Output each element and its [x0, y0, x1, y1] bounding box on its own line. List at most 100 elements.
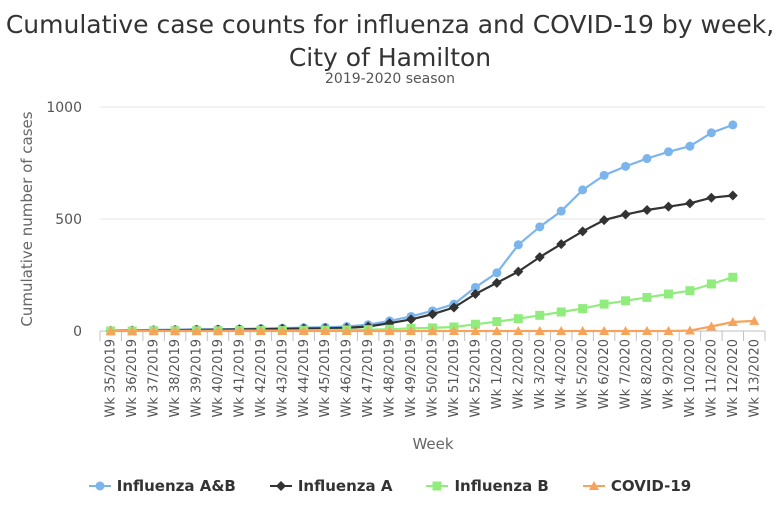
x-tick-label: Wk 38/2019 — [168, 339, 183, 418]
y-tick-label: 0 — [73, 324, 82, 340]
chart-plot: 0 500 1000 Wk 35/2019 Wk 36/2019 Wk 37/2019 Wk… — [18, 100, 766, 453]
data-point — [599, 215, 610, 226]
data-point — [599, 326, 610, 335]
data-point — [491, 326, 502, 335]
data-point — [320, 326, 331, 335]
x-tick-label: Wk 42/2019 — [254, 339, 269, 418]
data-point — [621, 296, 631, 306]
x-tick-label: Wk 4/2020 — [554, 339, 569, 409]
x-tick-label: Wk 48/2019 — [383, 339, 398, 418]
data-point — [127, 326, 138, 335]
data-point — [684, 198, 695, 209]
x-tick-label: Wk 49/2019 — [404, 339, 419, 418]
legend-label: COVID-19 — [610, 477, 692, 495]
data-point — [556, 239, 567, 250]
data-point — [298, 326, 309, 335]
x-tick-label: Wk 43/2019 — [275, 339, 290, 418]
x-tick-label: Wk 35/2019 — [104, 339, 119, 418]
chart-subtitle: 2019-2020 season — [325, 71, 455, 87]
data-point — [621, 161, 631, 171]
legend-item[interactable]: COVID-19 — [582, 477, 692, 495]
x-tick-label: Wk 8/2020 — [640, 339, 655, 409]
series-line — [110, 123, 734, 332]
x-tick-label: Wk 10/2020 — [683, 339, 698, 418]
legend: Influenza A&B Influenza A Influenza B COVID… — [0, 474, 780, 498]
chart-title: Cumulative case counts for influenza and… — [5, 10, 775, 72]
data-point — [556, 206, 566, 216]
x-tick-label: Wk 50/2019 — [426, 339, 441, 418]
data-point — [706, 321, 717, 331]
x-tick-label: Wk 45/2019 — [318, 339, 333, 418]
data-point — [427, 326, 438, 335]
data-point — [642, 292, 652, 302]
legend-item[interactable]: Influenza A — [269, 477, 393, 495]
x-tick-label: Wk 47/2019 — [361, 339, 376, 418]
data-point — [706, 279, 716, 289]
data-point — [255, 326, 266, 335]
legend-item[interactable]: Influenza A&B — [88, 477, 236, 495]
x-tick-label: Wk 40/2019 — [211, 339, 226, 418]
data-point — [727, 190, 738, 201]
series-group — [105, 120, 760, 336]
x-tick-label: Wk 1/2020 — [490, 339, 505, 409]
x-tick-label: Wk 36/2019 — [125, 339, 140, 418]
x-tick-label: Wk 41/2019 — [232, 339, 247, 418]
series-line — [110, 276, 734, 333]
data-point — [749, 315, 760, 325]
data-point — [406, 314, 417, 325]
data-point — [556, 307, 566, 317]
x-tick-label: Wk 51/2019 — [447, 339, 462, 418]
data-point — [513, 326, 524, 335]
data-point — [685, 141, 695, 151]
data-point — [620, 326, 631, 335]
legend-label: Influenza A — [297, 477, 393, 495]
data-point — [728, 272, 738, 282]
data-point — [513, 240, 523, 250]
x-tick-label: Wk 52/2019 — [468, 339, 483, 418]
data-point — [212, 326, 223, 335]
data-point — [578, 304, 588, 314]
x-tick-label: Wk 5/2020 — [576, 339, 591, 409]
data-point — [470, 289, 481, 300]
data-point — [384, 326, 395, 335]
y-axis-label: Cumulative number of cases — [18, 111, 36, 326]
data-point — [448, 302, 459, 313]
data-point — [492, 317, 502, 327]
data-point — [491, 277, 502, 288]
data-point — [620, 209, 631, 220]
data-point — [727, 317, 738, 327]
data-point — [448, 326, 459, 335]
series-influenza-a-b — [106, 120, 738, 336]
data-point — [406, 326, 417, 335]
data-point — [599, 299, 609, 309]
data-point — [492, 268, 502, 278]
data-point — [427, 309, 438, 320]
legend-symbol — [426, 481, 449, 491]
data-point — [577, 226, 588, 237]
x-tick-label: Wk 6/2020 — [597, 339, 612, 409]
x-tick-label: Wk 13/2020 — [747, 339, 762, 418]
data-point — [513, 266, 524, 277]
x-tick-label: Wk 12/2020 — [726, 339, 741, 418]
x-tick-label: Wk 37/2019 — [147, 339, 162, 418]
data-point — [535, 310, 545, 320]
data-point — [105, 326, 116, 335]
series-line — [110, 194, 733, 332]
data-point — [599, 170, 609, 180]
data-point — [513, 314, 523, 324]
data-point — [578, 185, 588, 195]
data-point — [663, 326, 674, 335]
legend-item[interactable]: Influenza B — [426, 477, 549, 495]
x-tick-label: Wk 44/2019 — [297, 339, 312, 418]
legend-label: Influenza B — [454, 477, 549, 495]
data-point — [685, 286, 695, 296]
data-point — [534, 252, 545, 263]
legend-symbol — [269, 481, 292, 491]
data-point — [728, 120, 738, 130]
data-point — [470, 326, 481, 335]
data-point — [642, 154, 652, 164]
legend-symbol — [582, 481, 605, 490]
data-point — [642, 205, 653, 216]
legend-label: Influenza A&B — [116, 477, 236, 495]
data-point — [642, 326, 653, 335]
